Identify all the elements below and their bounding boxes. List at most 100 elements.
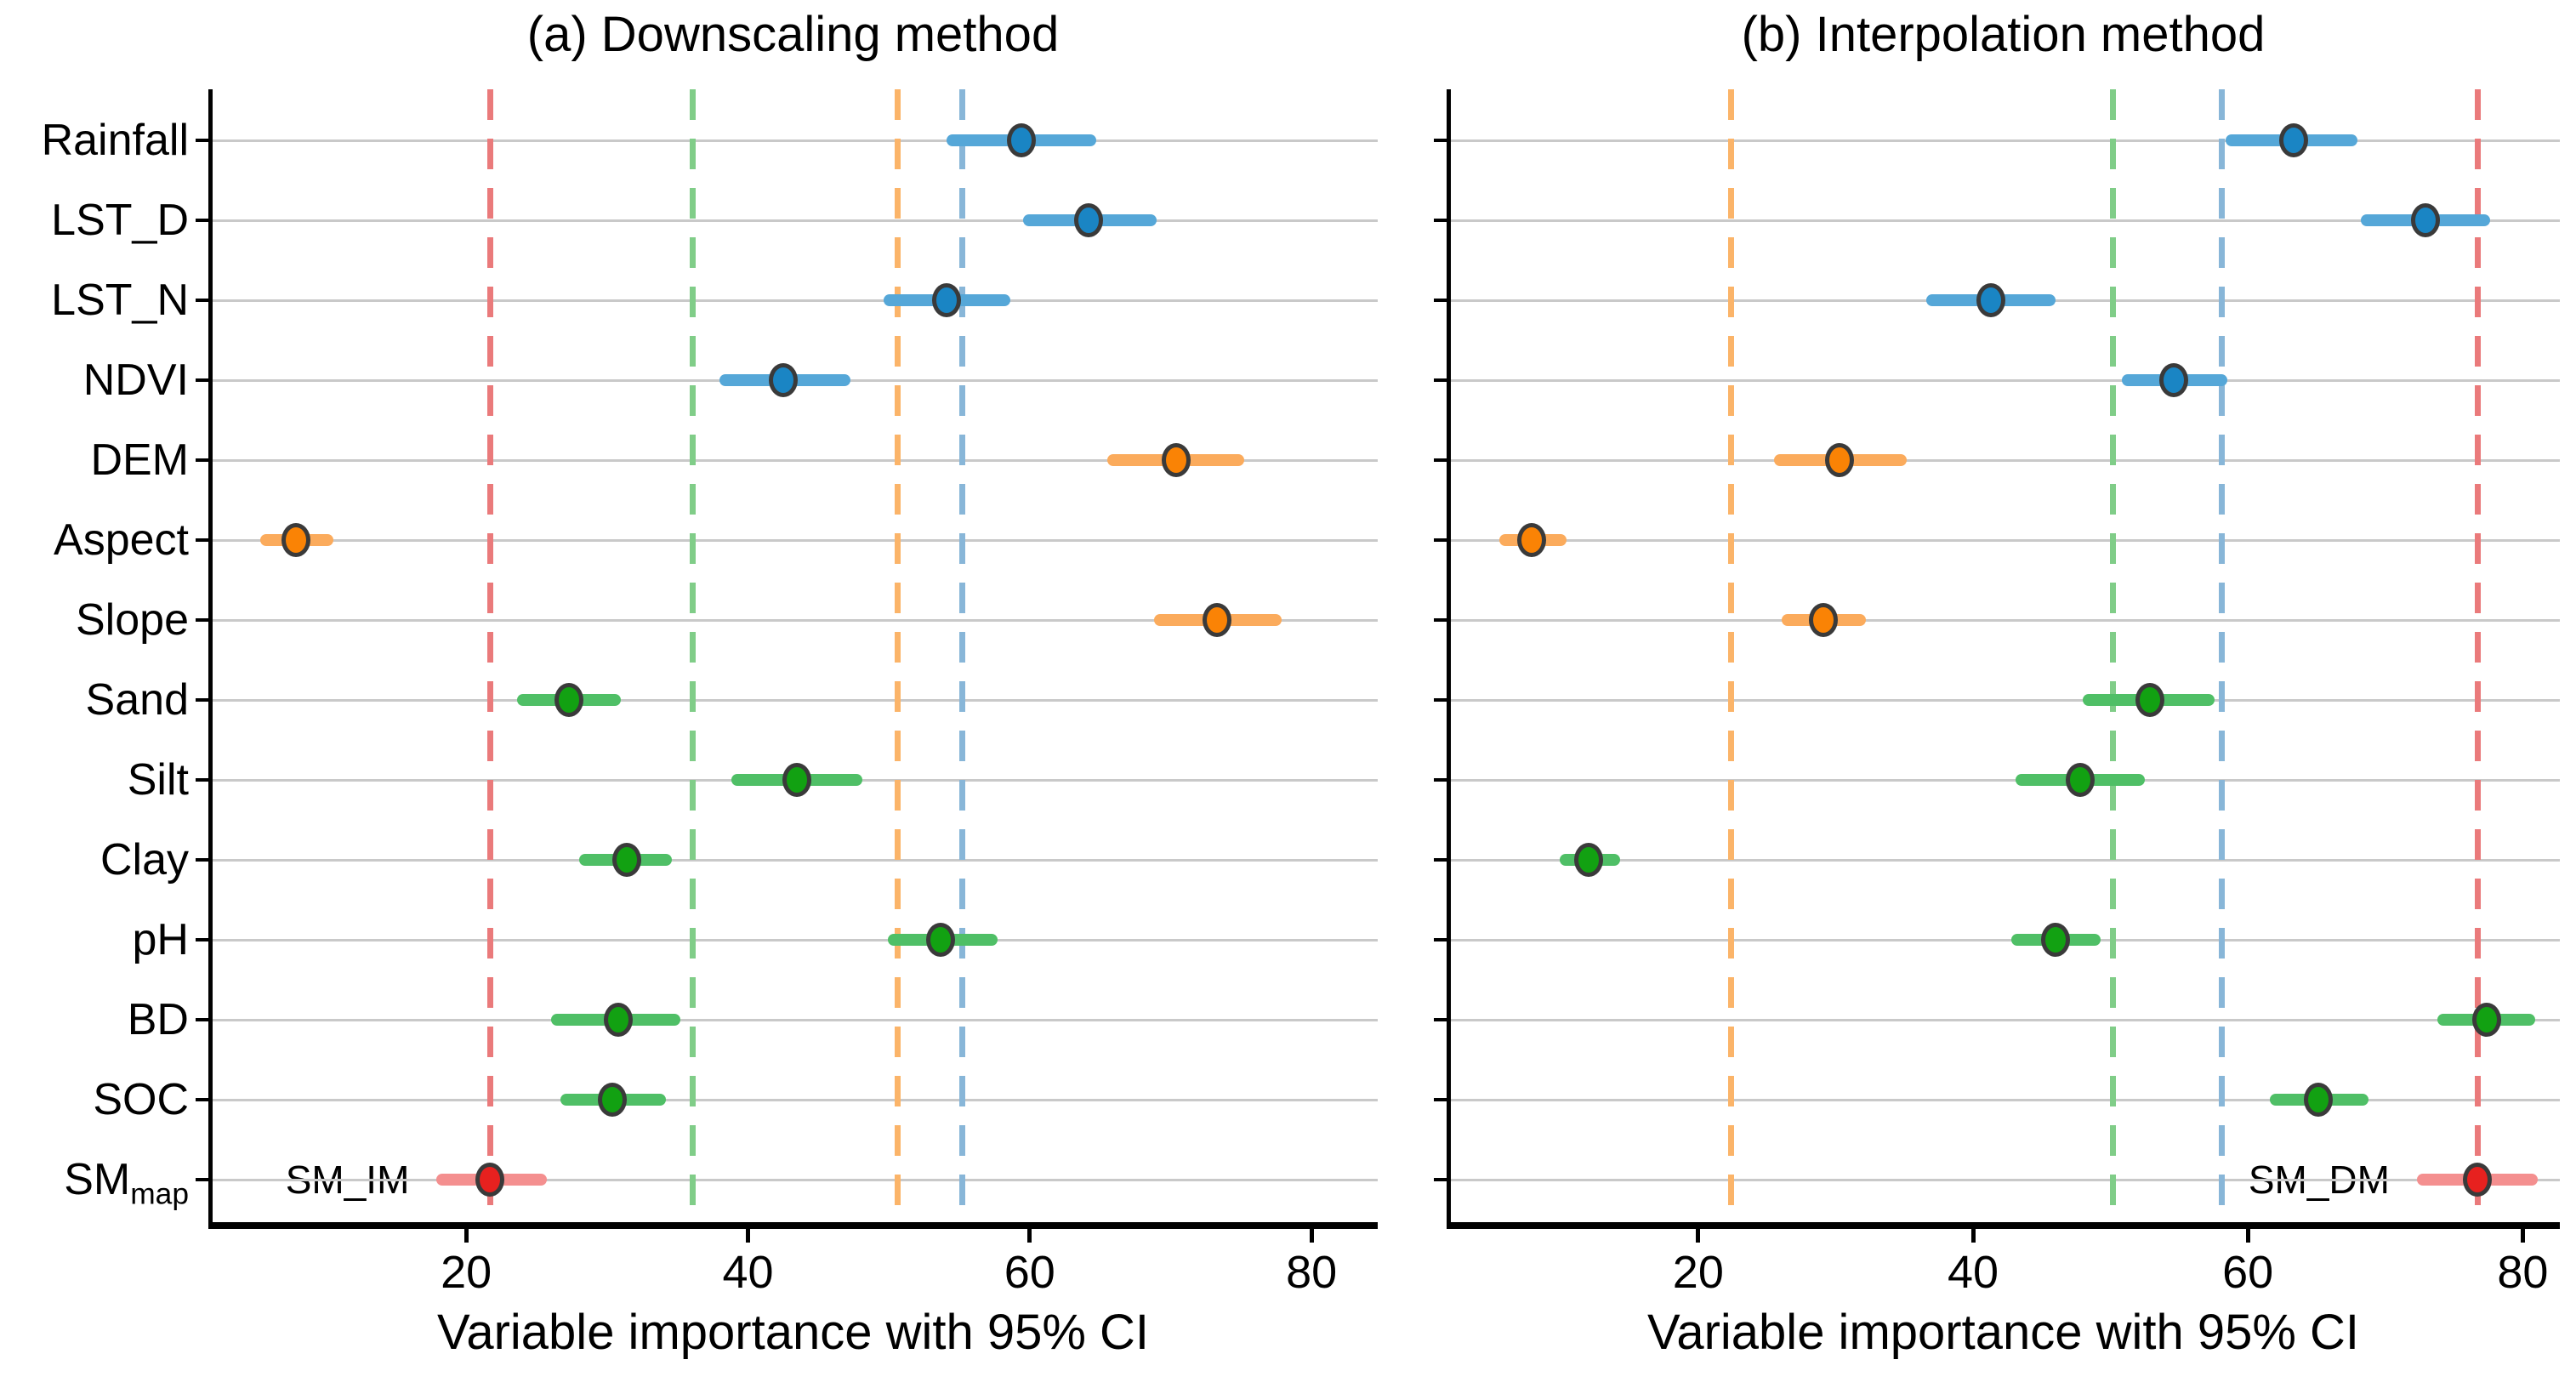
x-tick-label: 20 (441, 1247, 492, 1298)
y-axis-tick (1434, 938, 1447, 941)
y-label-text: LST_N (51, 276, 189, 325)
y-axis-tick (196, 378, 208, 382)
y-axis-tick (1434, 538, 1447, 542)
gridline (213, 858, 1378, 862)
x-axis-tick (2245, 1229, 2250, 1243)
y-label-text: Rainfall (41, 116, 189, 165)
y-axis-tick (1434, 458, 1447, 462)
y-axis-tick (1434, 299, 1447, 302)
point-lst-d (2410, 203, 2440, 237)
point-lst-n (932, 283, 962, 317)
y-label-sand: Sand (0, 672, 189, 742)
point-dem (1162, 443, 1191, 477)
point-ph (926, 923, 956, 957)
y-label-text: Sand (85, 675, 189, 725)
point-lst-n (1976, 283, 2006, 317)
point-ph (2040, 923, 2070, 957)
point-bd (2472, 1003, 2502, 1037)
x-axis-tick (463, 1229, 469, 1243)
y-label-text: SOC (93, 1075, 189, 1124)
gridline (1451, 938, 2560, 941)
gridline (213, 1018, 1378, 1021)
panel-b-xlabel: Variable importance with 95% CI (1646, 1305, 2360, 1360)
y-label-rainfall: Rainfall (0, 112, 189, 183)
gridline (1451, 778, 2560, 782)
ref-line-green (2110, 89, 2117, 1222)
y-axis-tick (196, 458, 208, 462)
ref-line-green (690, 89, 697, 1222)
gridline (213, 458, 1378, 462)
gridline (213, 538, 1378, 542)
point-slope (1203, 603, 1232, 637)
gridline (1451, 1098, 2560, 1101)
gridline (1451, 538, 2560, 542)
y-axis-tick (196, 299, 208, 302)
y-axis-tick (196, 538, 208, 542)
ref-line-red (486, 89, 493, 1222)
y-axis-tick (196, 698, 208, 702)
point-dem (1825, 443, 1855, 477)
y-label-lst-d: LST_D (0, 192, 189, 263)
gridline (1451, 1178, 2560, 1181)
x-tick-label: 40 (722, 1247, 774, 1298)
point-sm-map (2463, 1163, 2493, 1197)
y-label-text: Aspect (54, 515, 189, 565)
gridline (1451, 618, 2560, 622)
x-axis-tick (2520, 1229, 2525, 1243)
panel-a-plot-area (196, 89, 1378, 1229)
panel-a-title: (a) Downscaling method (526, 7, 1060, 62)
y-axis-tick (1434, 618, 1447, 622)
y-axis-tick (196, 618, 208, 622)
point-lst-d (1074, 203, 1104, 237)
ref-line-red (2474, 89, 2481, 1222)
point-aspect (281, 523, 310, 557)
x-axis-tick (1696, 1229, 1701, 1243)
ref-line-blue (958, 89, 965, 1222)
x-tick-label: 60 (2222, 1247, 2274, 1298)
y-axis-tick (1434, 378, 1447, 382)
point-silt (782, 763, 812, 797)
point-clay (1573, 843, 1603, 877)
x-axis-tick (1027, 1229, 1032, 1243)
y-axis-tick (1434, 139, 1447, 142)
x-axis-tick (1970, 1229, 1976, 1243)
y-axis-tick (196, 858, 208, 862)
gridline (213, 299, 1378, 302)
gridline (1451, 219, 2560, 222)
y-label-text: pH (132, 915, 189, 964)
y-label-silt: Silt (0, 752, 189, 822)
gridline (1451, 698, 2560, 702)
y-axis-tick (196, 938, 208, 941)
y-label-text: Silt (127, 755, 189, 805)
y-label-sm-map: SMmap (0, 1152, 189, 1222)
point-bd (604, 1003, 634, 1037)
point-ndvi (768, 363, 798, 397)
y-label-text: SM (64, 1155, 131, 1204)
point-soc (598, 1083, 628, 1117)
ref-line-blue (2218, 89, 2225, 1222)
panel-b-title: (b) Interpolation method (1741, 7, 2266, 62)
y-label-clay: Clay (0, 832, 189, 902)
x-tick-label: 80 (1286, 1247, 1338, 1298)
x-tick-label: 80 (2497, 1247, 2549, 1298)
gridline (213, 938, 1378, 941)
y-label-ph: pH (0, 912, 189, 982)
y-axis-tick (196, 1178, 208, 1181)
gridline (213, 139, 1378, 142)
point-slope (1808, 603, 1838, 637)
y-axis-tick (1434, 1098, 1447, 1101)
y-axis-tick (1434, 778, 1447, 782)
y-axis-tick (1434, 1178, 1447, 1181)
point-soc (2303, 1083, 2333, 1117)
y-axis-tick (196, 1098, 208, 1101)
gridline (213, 1098, 1378, 1101)
y-label-text: LST_D (51, 196, 189, 245)
gridline (213, 1178, 1378, 1181)
x-axis-tick (746, 1229, 750, 1243)
gridline (1451, 378, 2560, 382)
point-sand (554, 683, 584, 717)
point-silt (2066, 763, 2095, 797)
y-label-lst-n: LST_N (0, 272, 189, 343)
y-label-text: Slope (76, 595, 189, 645)
